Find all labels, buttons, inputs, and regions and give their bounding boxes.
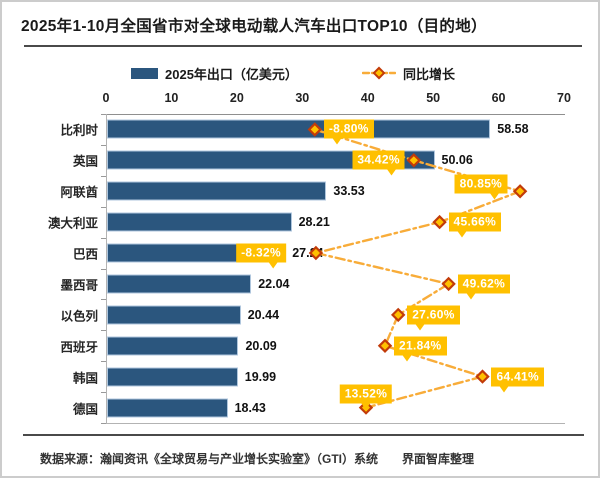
growth-label: 27.60% xyxy=(407,305,460,331)
growth-diamond-icon xyxy=(441,276,456,292)
category-label: 阿联酋 xyxy=(60,185,98,200)
x-axis-tick-label: 20 xyxy=(229,91,244,105)
growth-label: -8.32% xyxy=(236,243,286,269)
left-axis-line xyxy=(106,114,107,423)
y-axis-tick xyxy=(101,268,106,270)
callout-tail xyxy=(489,192,500,200)
line-diamond-marker-icon xyxy=(362,66,396,80)
growth-label: 34.42% xyxy=(352,150,405,176)
growth-diamond-icon xyxy=(432,214,447,230)
x-axis-tick-label: 70 xyxy=(557,91,571,105)
y-axis-tick xyxy=(101,361,106,363)
category-label: 以色列 xyxy=(60,309,98,324)
growth-label: -8.80% xyxy=(323,119,374,145)
y-axis-tick xyxy=(101,114,106,115)
legend-item-growth[interactable]: 同比增长 xyxy=(362,64,455,82)
legend-growth-label: 同比增长 xyxy=(403,66,456,82)
x-axis-tick-label: 60 xyxy=(491,91,506,105)
category-label: 德国 xyxy=(72,402,98,417)
bar-value-label: 28.21 xyxy=(298,215,330,230)
export-bar xyxy=(107,274,252,294)
export-bar xyxy=(107,305,241,325)
growth-diamond-icon xyxy=(475,369,490,384)
title-underline xyxy=(24,45,582,47)
export-bar xyxy=(107,212,292,232)
bar-value-label: 22.04 xyxy=(258,276,290,291)
category-label: 英国 xyxy=(72,154,98,169)
x-axis-tick-label: 0 xyxy=(102,91,110,105)
export-bar xyxy=(107,367,238,387)
chart-title: 2025年1-10月全国省市对全球电动载人汽车出口TOP10（目的地） xyxy=(21,18,487,35)
y-axis-tick xyxy=(101,299,106,301)
top-axis-line xyxy=(106,114,565,115)
growth-diamond-icon xyxy=(390,307,406,323)
legend-item-export[interactable]: 2025年出口（亿美元） xyxy=(131,64,298,82)
export-bar xyxy=(107,398,228,418)
callout-tail xyxy=(499,385,510,393)
legend-export-label: 2025年出口（亿美元） xyxy=(165,66,298,82)
export-bar xyxy=(107,119,491,139)
bar-value-label: 18.43 xyxy=(234,400,266,415)
callout-tail xyxy=(456,230,467,238)
y-axis-tick xyxy=(101,330,106,332)
category-label: 巴西 xyxy=(72,247,98,262)
y-axis-tick xyxy=(101,237,106,239)
x-axis-tick-label: 10 xyxy=(164,91,179,105)
bar-swatch-icon xyxy=(131,67,158,79)
y-axis-tick xyxy=(101,392,106,394)
footer-divider xyxy=(23,434,584,436)
x-axis-tick-label: 30 xyxy=(295,91,310,105)
growth-label: 45.66% xyxy=(448,212,502,238)
export-bar xyxy=(107,336,239,356)
category-label: 西班牙 xyxy=(60,340,98,355)
y-axis-tick xyxy=(101,423,106,424)
y-axis-tick xyxy=(101,206,106,208)
category-label: 比利时 xyxy=(60,123,98,138)
callout-tail xyxy=(360,402,371,410)
growth-diamond-icon xyxy=(377,338,393,354)
category-label: 韩国 xyxy=(72,371,98,386)
bar-value-label: 20.09 xyxy=(245,338,277,353)
growth-label: 49.62% xyxy=(457,274,511,300)
callout-tail xyxy=(415,323,426,331)
category-label: 墨西哥 xyxy=(60,278,98,293)
growth-label: 64.41% xyxy=(491,367,544,393)
growth-label: 80.85% xyxy=(454,174,508,200)
callout-tail xyxy=(331,137,342,145)
bar-value-label: 20.44 xyxy=(247,307,280,322)
callout-tail xyxy=(402,354,412,362)
bar-value-label: 50.06 xyxy=(441,153,473,168)
x-axis-tick-label: 40 xyxy=(360,91,375,105)
y-axis-tick xyxy=(101,175,106,177)
callout-tail xyxy=(386,168,397,176)
x-axis-tick-label: 50 xyxy=(426,91,441,105)
data-source-note: 数据来源：瀚闻资讯《全球贸易与产业增长实验室》（GTI）系统 界面智库整理 xyxy=(40,452,475,466)
growth-label: 21.84% xyxy=(394,336,447,362)
category-label: 澳大利亚 xyxy=(47,216,98,231)
growth-line xyxy=(313,128,524,409)
y-axis-tick xyxy=(101,144,106,146)
bar-value-label: 27.24 xyxy=(292,246,324,261)
callout-tail xyxy=(267,261,278,269)
bar-value-label: 19.99 xyxy=(244,369,277,384)
bar-value-label: 33.53 xyxy=(333,184,365,199)
growth-label: 13.52% xyxy=(339,384,393,410)
bar-value-label: 58.58 xyxy=(497,122,529,137)
growth-diamond-icon xyxy=(512,184,528,199)
bottom-axis-line xyxy=(106,423,565,424)
callout-tail xyxy=(465,292,476,300)
export-bar xyxy=(107,181,327,201)
